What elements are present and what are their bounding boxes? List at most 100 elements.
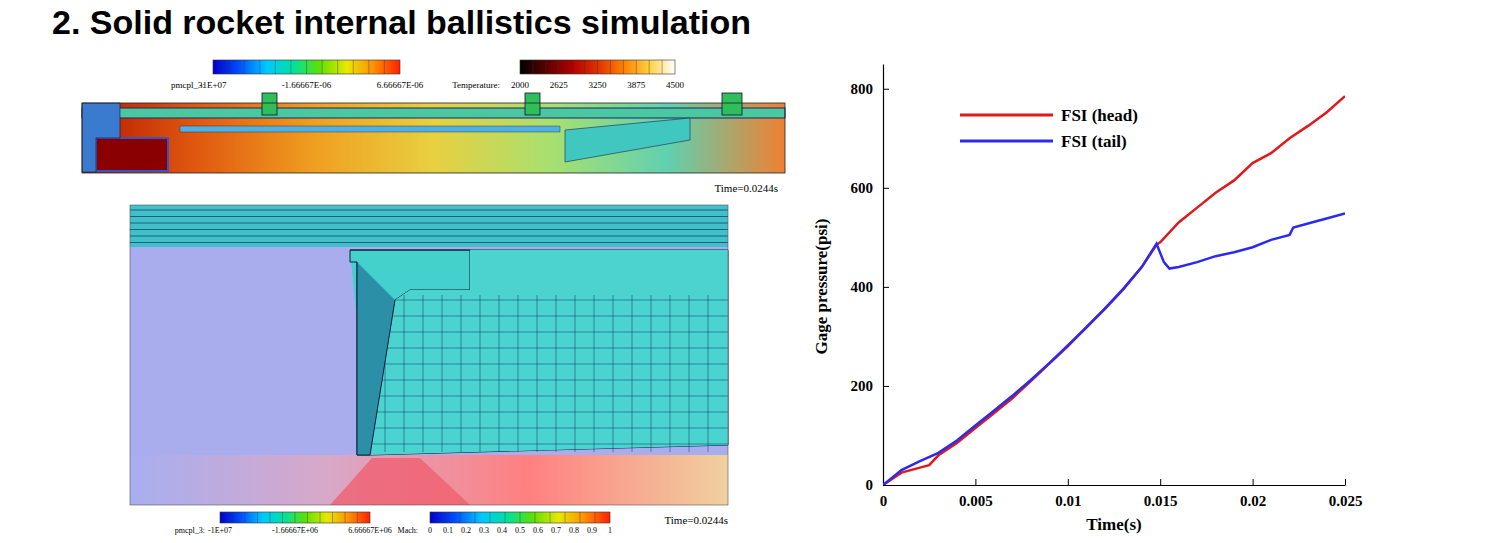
tick-mark	[883, 287, 889, 288]
colorbar-division	[565, 512, 566, 523]
colorbar-division	[245, 512, 246, 523]
y-axis: 0200400600800	[851, 65, 890, 494]
rocket-bolt	[722, 93, 742, 115]
colorbar-tick-label: 2000	[511, 80, 530, 90]
detail-mesh	[374, 364, 728, 365]
tick-label: 0	[866, 477, 874, 493]
colorbar-division	[353, 60, 354, 74]
rocket-image	[82, 93, 785, 173]
tick-label: 0.015	[1144, 493, 1178, 509]
rocket-flow	[82, 103, 785, 173]
detail-case-layer	[130, 229, 728, 230]
colorbar-division	[532, 60, 533, 74]
tick-mark	[883, 89, 889, 90]
tick: 0.015	[1144, 479, 1178, 509]
detail-mesh	[404, 295, 405, 452]
tick-mark	[1345, 479, 1346, 485]
colorbar-division	[332, 512, 333, 523]
colorbar-tick-label: 4500	[666, 80, 685, 90]
time-label: Time=0.0244s	[664, 514, 728, 526]
detail-mesh	[670, 295, 671, 452]
colorbar-division	[580, 512, 581, 523]
detail-mesh	[518, 295, 519, 452]
colorbar-tick-label: 1	[608, 526, 612, 535]
detail-mesh	[368, 428, 728, 429]
detail-mesh	[708, 295, 709, 452]
colorbar-division	[636, 60, 637, 74]
tick-mark	[883, 188, 889, 189]
colorbar-division	[558, 60, 559, 74]
tick-mark	[1160, 479, 1161, 485]
detail-mesh	[594, 295, 595, 452]
x-axis-title: Time(s)	[1086, 515, 1141, 534]
detail-case-layer	[130, 210, 728, 211]
detail-grain-body	[370, 250, 728, 455]
detail-mesh	[377, 332, 728, 333]
detail-grain	[350, 250, 728, 455]
colorbar-tick-label: 0.8	[569, 526, 579, 535]
colorbar-division	[460, 512, 461, 523]
colorbar-division	[662, 60, 663, 74]
colorbar-label: Mach:	[398, 526, 418, 535]
colorbar-division	[232, 512, 233, 523]
colorbar-label: Temperature:	[452, 80, 500, 90]
colorbar-division	[505, 512, 506, 523]
tick-mark	[975, 479, 976, 485]
detail-mesh	[371, 396, 728, 397]
tick: 0	[866, 477, 890, 493]
detail-grain-edge	[357, 262, 395, 455]
detail-image	[130, 205, 728, 505]
rocket-outline	[82, 103, 785, 173]
colorbar-tick-label: 3250	[589, 80, 608, 90]
colorbar-tick-label: 0.9	[587, 526, 597, 535]
colorbar-division	[322, 60, 323, 74]
legend-label: FSI (head)	[1061, 106, 1138, 125]
colorbar-division	[550, 512, 551, 523]
colorbar-division	[244, 60, 245, 74]
colorbar-division	[368, 60, 369, 74]
tick-label: 0.01	[1055, 493, 1081, 509]
detail-case-layer	[130, 216, 728, 217]
tick-label: 0.025	[1329, 493, 1363, 509]
detail-mesh	[689, 295, 690, 452]
tick-mark	[883, 485, 889, 486]
rocket-case	[82, 108, 785, 118]
colorbar-tick-label: -1.66667E+06	[272, 526, 318, 535]
colorbar-division	[445, 512, 446, 523]
colorbar-division	[270, 512, 271, 523]
detail-mesh	[575, 295, 576, 452]
colorbar-division	[520, 512, 521, 523]
detail-case	[130, 205, 728, 247]
colorbar-tick-label: -1E+07	[208, 526, 232, 535]
tick: 800	[851, 81, 890, 97]
colorbar-division	[610, 60, 611, 74]
colorbar-division	[535, 512, 536, 523]
detail-mesh	[376, 348, 729, 349]
tick-mark	[883, 386, 889, 387]
colorbar	[220, 512, 370, 523]
detail-outline	[130, 205, 728, 505]
colorbar-division	[490, 512, 491, 523]
detail-mesh	[651, 295, 652, 452]
y-axis-title: Gage pressure(psi)	[812, 219, 831, 355]
colorbar-division	[275, 60, 276, 74]
detail-mesh	[442, 295, 443, 452]
rocket-grain	[180, 126, 560, 132]
detail-mesh	[613, 295, 614, 452]
colorbar-division	[597, 60, 598, 74]
tick-label: 400	[851, 279, 874, 295]
colorbar	[520, 60, 675, 74]
colorbar-division	[257, 512, 258, 523]
detail-mesh	[499, 295, 500, 452]
axis-line	[884, 485, 1346, 486]
colorbar-label: pmcpl_3:	[175, 526, 205, 535]
colorbar-division	[384, 60, 385, 74]
tick: 0.025	[1329, 479, 1363, 509]
colorbar-division	[545, 60, 546, 74]
colorbar-division	[228, 60, 229, 74]
tick: 400	[851, 279, 890, 295]
tick: 0.01	[1055, 479, 1081, 509]
axis-line	[883, 65, 884, 486]
bottom-panel: pmcpl_3:-1E+07-1.66667E+066.66667E+06Mac…	[130, 205, 728, 535]
colorbar-tick-label: 0.6	[533, 526, 543, 535]
